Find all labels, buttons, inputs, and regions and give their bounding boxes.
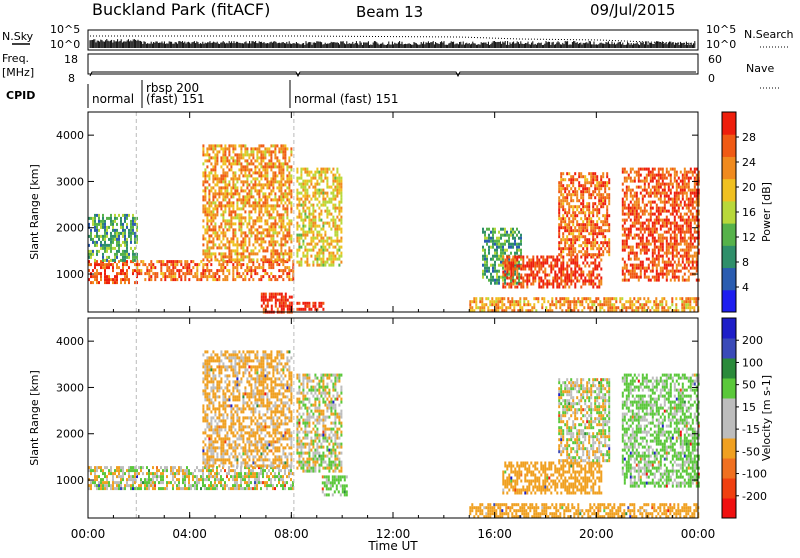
power-colorbar-tick: 8 [742,256,749,269]
freq-label: Freq. [2,52,29,65]
power-y-tick-label: 4000 [56,129,84,142]
power-region [88,260,138,284]
velocity-y-tick-label: 4000 [56,335,84,348]
velocity-region [469,503,699,518]
freq-tick-bottom: 8 [68,72,75,85]
power-colorbar-tick: 12 [742,231,756,244]
power-colorbar-swatch [722,223,736,246]
velocity-colorbar-swatch [722,358,736,379]
power-colorbar-tick: 16 [742,206,756,219]
power-region [469,297,699,312]
beam-title: Beam 13 [356,3,423,21]
cpid-segment-normal: normal [92,92,134,106]
date-title: 09/Jul/2015 [590,1,675,19]
velocity-y-label: Slant Range [km] [28,370,41,466]
velocity-colorbar-tick: 200 [742,334,763,347]
power-region [202,144,292,261]
power-colorbar-tick: 28 [742,131,756,144]
nsky-panel: N.Sky 10^5 10^0 10^5 10^0 N.Search [2,23,794,51]
nsearch-label: N.Search [744,28,794,41]
velocity-y-tick-label: 2000 [56,428,84,441]
velocity-colorbar-tick: -15 [742,423,760,436]
cpid-label: CPID [6,89,35,102]
x-tick-label: 00:00 [681,527,716,541]
power-colorbar-swatch [722,290,736,313]
x-tick-label: 20:00 [579,527,614,541]
velocity-colorbar-tick: -200 [742,490,767,503]
power-y-tick-label: 1000 [56,268,84,281]
velocity-region [88,466,294,490]
freq-panel: Freq. [MHz] 18 8 60 0 Nave [2,52,780,88]
power-region [296,168,342,267]
power-colorbar-swatch [722,156,736,179]
power-colorbar-label: Power [dB] [760,182,773,242]
power-colorbar-swatch [722,112,736,135]
freq-unit: [MHz] [2,66,34,79]
power-colorbar-swatch [722,201,736,224]
x-tick-label: 16:00 [477,527,512,541]
velocity-colorbar-label: Velocity [m s-1] [760,375,773,461]
power-panel: Slant Range [km] 1000 2000 3000 4000 4 8 12 16… [28,112,773,314]
velocity-colorbar-swatch [722,378,736,399]
velocity-y-tick-label: 3000 [56,381,84,394]
nsearch-tick-bottom: 10^0 [706,38,736,51]
velocity-region [502,462,602,495]
velocity-colorbar-tick: -100 [742,468,767,481]
nave-label: Nave [746,62,774,75]
power-colorbar-tick: 24 [742,156,756,169]
nsearch-tick-top: 10^5 [706,23,736,36]
freq-tick-top: 18 [64,53,78,66]
nsky-label: N.Sky [2,30,34,43]
velocity-colorbar-swatch [722,438,736,459]
power-region [558,172,610,256]
power-colorbar-tick: 20 [742,181,756,194]
velocity-colorbar-swatch [722,478,736,499]
velocity-y-tick-label: 1000 [56,474,84,487]
velocity-colorbar-swatch [722,458,736,479]
x-tick-label: 08:00 [274,527,309,541]
power-y-tick-label: 2000 [56,222,84,235]
power-colorbar-tick: 4 [742,281,749,294]
power-colorbar-swatch [722,268,736,291]
nave-tick-top: 60 [708,53,722,66]
velocity-colorbar-tick: 50 [742,379,756,392]
nsky-tick-top: 10^5 [50,23,80,36]
velocity-region [322,475,348,496]
nave-tick-bottom: 0 [708,72,715,85]
velocity-colorbar-swatch [722,398,736,419]
nsky-tick-bottom: 10^0 [50,38,80,51]
velocity-region [202,350,292,467]
power-colorbar-swatch [722,179,736,202]
velocity-region [296,374,342,473]
power-colorbar-swatch [722,245,736,268]
power-region [622,168,700,282]
power-colorbar-swatch [722,134,736,157]
power-region [136,260,294,281]
velocity-colorbar-swatch [722,498,736,519]
velocity-colorbar-tick: 15 [742,401,756,414]
cpid-panel: CPID normal rbsp 200 (fast) 151 normal (… [6,80,398,108]
power-region [296,302,324,311]
velocity-colorbar-swatch [722,418,736,439]
velocity-region [622,374,700,488]
power-y-label: Slant Range [km] [28,164,41,260]
velocity-colorbar-swatch [722,318,736,339]
velocity-region [558,378,610,462]
power-region [88,214,138,262]
power-y-tick-label: 3000 [56,175,84,188]
cpid-segment-normal-fast: normal (fast) 151 [294,92,398,106]
velocity-panel: Slant Range [km] 1000 2000 3000 4000 200 100… [28,318,773,519]
velocity-colorbar-tick: 100 [742,356,763,369]
velocity-colorbar-swatch [722,338,736,359]
cpid-segment-fast: (fast) 151 [146,92,205,106]
x-tick-label: 00:00 [71,527,106,541]
x-axis-label: Time UT [367,539,418,553]
x-tick-label: 04:00 [172,527,207,541]
station-title: Buckland Park (fitACF) [92,0,270,19]
velocity-colorbar-tick: -50 [742,445,760,458]
